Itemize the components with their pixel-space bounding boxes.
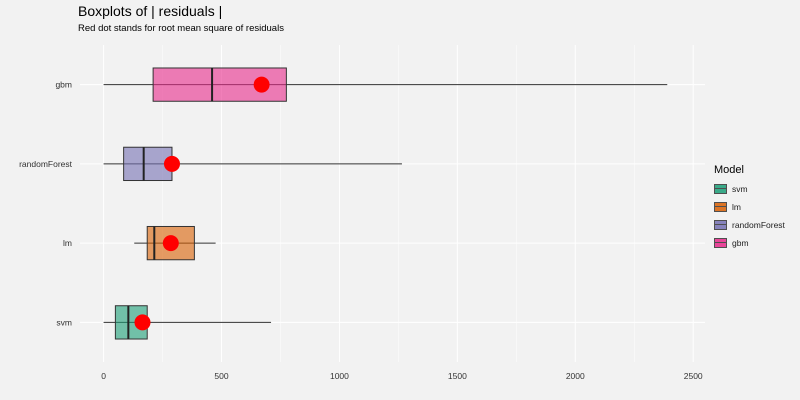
y-tick-label-lm: lm — [63, 238, 72, 248]
legend-label-gbm: gbm — [732, 238, 749, 248]
x-tick-label: 2500 — [684, 371, 703, 381]
legend-key-gbm — [714, 238, 727, 248]
legend-item-gbm: gbm — [714, 234, 785, 252]
legend-key-svm — [714, 184, 727, 194]
legend-item-lm: lm — [714, 198, 785, 216]
legend-item-randomforest: randomForest — [714, 216, 785, 234]
x-tick-label: 0 — [101, 371, 106, 381]
legend-key-randomforest — [714, 220, 727, 230]
legend-label-svm: svm — [732, 184, 748, 194]
y-tick-label-svm: svm — [56, 317, 72, 327]
legend-key-lm — [714, 202, 727, 212]
legend: Model svm lm randomForest gbm — [714, 164, 785, 252]
rms-dot-lm — [162, 235, 179, 252]
legend-title: Model — [714, 164, 744, 176]
y-tick-label-gbm: gbm — [55, 80, 72, 90]
x-tick-label: 2000 — [566, 371, 585, 381]
x-tick-label: 1500 — [448, 371, 467, 381]
chart-title: Boxplots of | residuals | — [78, 3, 223, 19]
box-randomforest — [123, 146, 173, 182]
x-tick-label: 500 — [214, 371, 228, 381]
rms-dot-randomforest — [163, 155, 180, 172]
legend-item-svm: svm — [714, 180, 785, 198]
legend-label-lm: lm — [732, 202, 741, 212]
y-tick-label-randomforest: randomForest — [19, 159, 73, 169]
rms-dot-gbm — [253, 76, 270, 93]
rms-dot-svm — [134, 314, 151, 331]
chart-subtitle: Red dot stands for root mean square of r… — [78, 23, 284, 34]
legend-label-randomforest: randomForest — [732, 220, 785, 230]
x-tick-label: 1000 — [330, 371, 349, 381]
